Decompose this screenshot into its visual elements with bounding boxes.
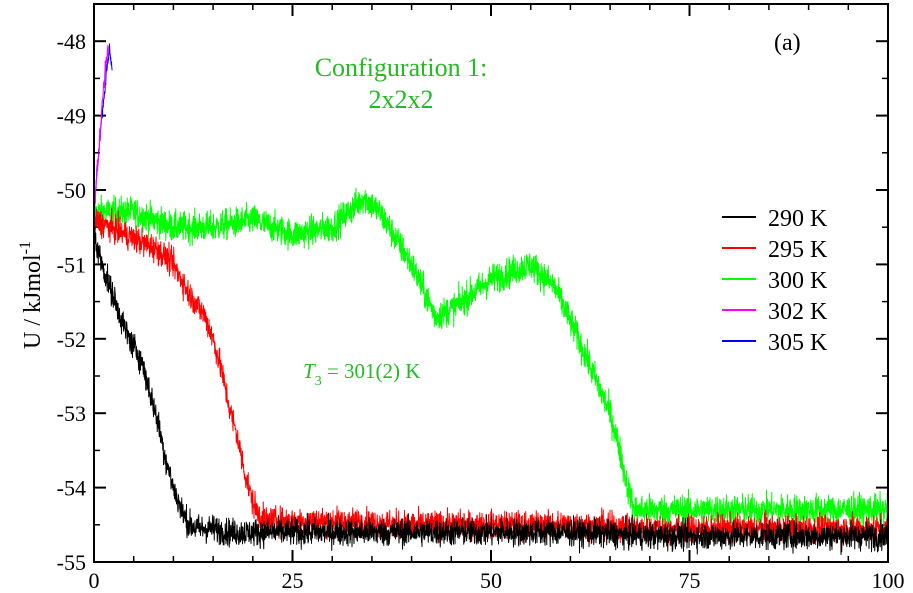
y-tick-label: -48 [57,29,86,54]
y-tick-label: -49 [57,104,86,129]
x-tick-label: 0 [89,568,100,593]
series-line-300-k [93,187,889,534]
configuration-annotation-line1: Configuration 1: [315,53,488,82]
t3-annotation: T3 = 301(2) K [303,359,420,389]
t3-symbol: T [303,359,316,383]
y-tick-label: -55 [57,550,86,575]
y-tick-label: -51 [57,252,86,277]
x-tick-label: 50 [480,568,502,593]
y-tick-label: -50 [57,178,86,203]
series-line-302-k [93,44,109,214]
y-axis-title-main: U / kJmol [20,254,46,349]
tick-labels: 0 25 50 75 100 -55 -54 -53 -52 -51 -50 -49 -48 [57,29,905,593]
legend: 290 K 295 K 300 K 302 K 305 K [722,206,828,356]
y-axis-title-superscript: -1 [17,241,34,254]
panel-label: (a) [774,30,801,56]
y-tick-label: -54 [57,476,86,501]
x-tick-label: 25 [282,568,304,593]
configuration-annotation-line2: 2x2x2 [369,85,434,114]
t3-value: = 301(2) K [322,359,421,383]
y-axis-title: U / kJmol-1 [17,241,46,349]
series-line-290-k [93,226,889,556]
t3-subscript: 3 [315,374,322,389]
y-tick-label: -53 [57,401,86,426]
series-lines [93,43,889,556]
legend-label: 295 K [768,237,828,263]
plot-frame [93,3,889,563]
y-tick-label: -52 [57,327,86,352]
x-tick-label: 100 [872,568,905,593]
legend-label: 290 K [768,206,828,232]
x-tick-label: 75 [679,568,701,593]
legend-label: 305 K [768,330,828,356]
legend-label: 302 K [768,299,828,325]
legend-label: 300 K [768,268,828,294]
